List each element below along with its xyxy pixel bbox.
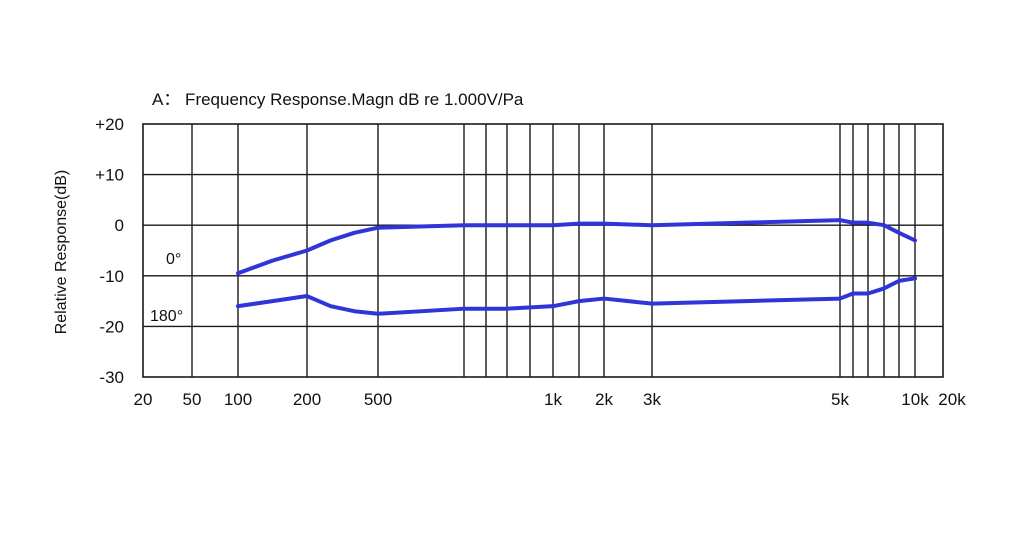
series-point xyxy=(866,291,870,296)
series-point xyxy=(650,302,654,306)
series-point xyxy=(270,259,275,263)
series-point xyxy=(882,223,886,227)
series-point xyxy=(650,223,654,227)
series-line-1 xyxy=(236,276,917,316)
x-tick-label: 5k xyxy=(831,390,849,409)
series-point xyxy=(376,312,380,316)
series-point xyxy=(744,299,748,303)
series-point xyxy=(882,286,886,291)
series-point xyxy=(270,299,275,303)
x-tick-label: 3k xyxy=(643,390,661,409)
x-tick-label: 1k xyxy=(544,390,562,409)
x-tick-label: 500 xyxy=(364,390,392,409)
series-annotation: 0° xyxy=(166,251,181,268)
series-point xyxy=(305,294,309,298)
series-point xyxy=(551,223,555,227)
series-point xyxy=(376,226,380,230)
series-point xyxy=(505,223,509,227)
series-line-0 xyxy=(236,218,917,276)
series-point xyxy=(744,221,748,225)
chart-title: A： Frequency Response.Magn dB re 1.000V/… xyxy=(152,90,524,109)
series-point xyxy=(462,307,466,311)
series-point xyxy=(851,291,855,296)
y-tick-label: +10 xyxy=(95,166,124,185)
series-annotation: 180° xyxy=(150,308,183,325)
y-axis-label: Relative Response(dB) xyxy=(53,170,70,335)
series-point xyxy=(329,304,333,308)
plot-frame xyxy=(142,123,944,378)
x-tick-label: 20k xyxy=(938,390,966,409)
series-point xyxy=(866,221,870,225)
x-tick-label: 200 xyxy=(293,390,321,409)
series-point xyxy=(602,296,606,301)
x-tick-label: 2k xyxy=(595,390,613,409)
series-point xyxy=(897,231,901,235)
series-point xyxy=(462,223,466,227)
series-point xyxy=(577,299,581,303)
series-point xyxy=(305,248,309,253)
series-point xyxy=(602,222,606,226)
series-point xyxy=(236,304,240,308)
series-point xyxy=(897,279,901,283)
series-point xyxy=(505,307,509,311)
y-tick-label: -30 xyxy=(99,368,124,387)
series-point xyxy=(851,221,855,225)
series-point xyxy=(352,231,356,235)
series-point xyxy=(838,218,842,222)
x-tick-label: 10k xyxy=(901,390,929,409)
series-point xyxy=(913,276,917,280)
series-point xyxy=(352,309,356,313)
series-point xyxy=(551,304,555,308)
series-point xyxy=(236,271,240,275)
x-tick-label: 20 xyxy=(134,390,153,409)
series-point xyxy=(838,296,842,301)
y-tick-label: -20 xyxy=(99,317,124,336)
series-point xyxy=(577,222,581,226)
y-tick-label: +20 xyxy=(95,115,124,134)
y-tick-label: 0 xyxy=(115,216,124,235)
x-tick-label: 50 xyxy=(183,390,202,409)
y-tick-label: -10 xyxy=(99,267,124,286)
series-point xyxy=(913,238,917,242)
x-tick-label: 100 xyxy=(224,390,252,409)
series-point xyxy=(329,238,333,242)
